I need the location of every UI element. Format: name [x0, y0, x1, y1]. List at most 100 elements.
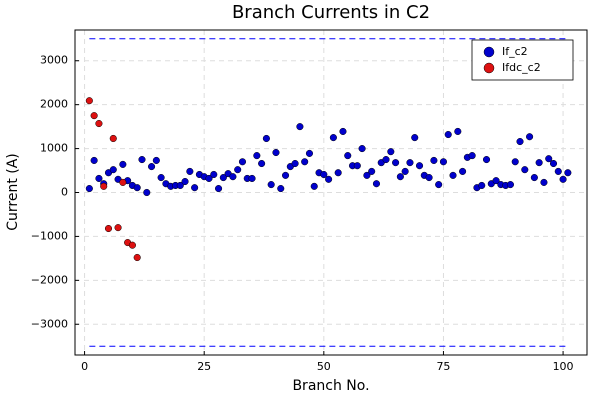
y-tick-label: 2000: [40, 98, 68, 111]
point: [415, 162, 424, 170]
point: [535, 159, 543, 167]
point: [281, 171, 290, 179]
plot-frame: [74, 29, 588, 356]
legend-marker: [483, 46, 495, 58]
point: [262, 134, 270, 143]
point: [133, 253, 141, 262]
point: [157, 174, 165, 182]
point: [468, 152, 476, 160]
point: [530, 174, 538, 182]
point: [291, 159, 299, 168]
point: [90, 112, 98, 120]
legend-label: If_c2: [502, 45, 528, 58]
y-tick-label: 1000: [40, 142, 68, 155]
point: [545, 155, 553, 163]
x-tick-label: 50: [317, 360, 331, 373]
point: [128, 241, 136, 249]
point: [100, 182, 108, 190]
point: [296, 123, 304, 131]
point: [181, 177, 189, 186]
point: [205, 174, 213, 182]
point: [406, 159, 414, 167]
point: [549, 159, 558, 168]
point: [511, 158, 519, 166]
point: [454, 127, 462, 136]
point: [325, 175, 333, 183]
legend-marker: [483, 62, 495, 74]
point: [186, 167, 194, 175]
point: [85, 184, 93, 193]
point: [329, 134, 337, 142]
point: [215, 184, 223, 193]
point: [516, 138, 524, 146]
point: [382, 156, 390, 164]
point: [334, 169, 342, 177]
point: [320, 170, 328, 179]
x-tick-label: 25: [197, 360, 211, 373]
x-tick-label: 100: [553, 360, 574, 373]
y-tick-label: −3000: [31, 317, 68, 330]
point: [234, 166, 242, 174]
point: [444, 130, 452, 139]
point: [425, 174, 433, 182]
y-tick-label: −2000: [31, 273, 68, 286]
point: [459, 167, 467, 175]
x-axis-label: Branch No.: [292, 378, 369, 394]
point: [449, 171, 457, 179]
point: [540, 178, 548, 186]
point: [119, 160, 127, 168]
point: [401, 167, 409, 175]
point: [143, 188, 151, 197]
point: [90, 156, 98, 164]
point: [564, 169, 572, 177]
point: [277, 184, 285, 193]
point: [238, 158, 247, 166]
x-tick-label: 75: [436, 360, 450, 373]
point: [344, 152, 352, 160]
y-tick-label: 3000: [40, 54, 68, 67]
point: [95, 119, 103, 128]
point: [176, 181, 184, 190]
legend-box: [471, 39, 574, 81]
point: [554, 167, 562, 175]
chart-title: Branch Currents in C2: [232, 2, 430, 23]
point: [305, 149, 314, 157]
point: [191, 184, 199, 192]
point: [372, 180, 381, 188]
point: [210, 170, 218, 179]
legend-label: Ifdc_c2: [502, 61, 541, 74]
point: [392, 159, 400, 167]
point: [310, 182, 318, 190]
point: [482, 156, 491, 164]
point: [272, 148, 280, 157]
point: [148, 163, 156, 171]
point: [439, 158, 447, 166]
point: [478, 181, 486, 190]
y-axis-label: Current (A): [5, 153, 21, 231]
point: [152, 156, 160, 164]
point: [229, 173, 237, 181]
point: [133, 184, 141, 192]
point: [85, 97, 93, 105]
point: [435, 181, 443, 189]
point: [363, 171, 371, 179]
point: [396, 173, 404, 181]
point: [114, 224, 122, 232]
point: [526, 133, 534, 141]
point: [248, 174, 256, 182]
point: [387, 148, 395, 156]
point: [430, 156, 438, 164]
x-tick-label: 0: [81, 360, 88, 373]
point: [368, 167, 376, 175]
point: [506, 181, 514, 189]
point: [253, 152, 261, 160]
point: [119, 178, 127, 186]
point: [521, 166, 529, 174]
point: [219, 174, 227, 182]
point: [109, 166, 117, 174]
point: [258, 159, 266, 168]
point: [492, 177, 500, 185]
point: [95, 174, 103, 182]
point: [358, 145, 366, 153]
